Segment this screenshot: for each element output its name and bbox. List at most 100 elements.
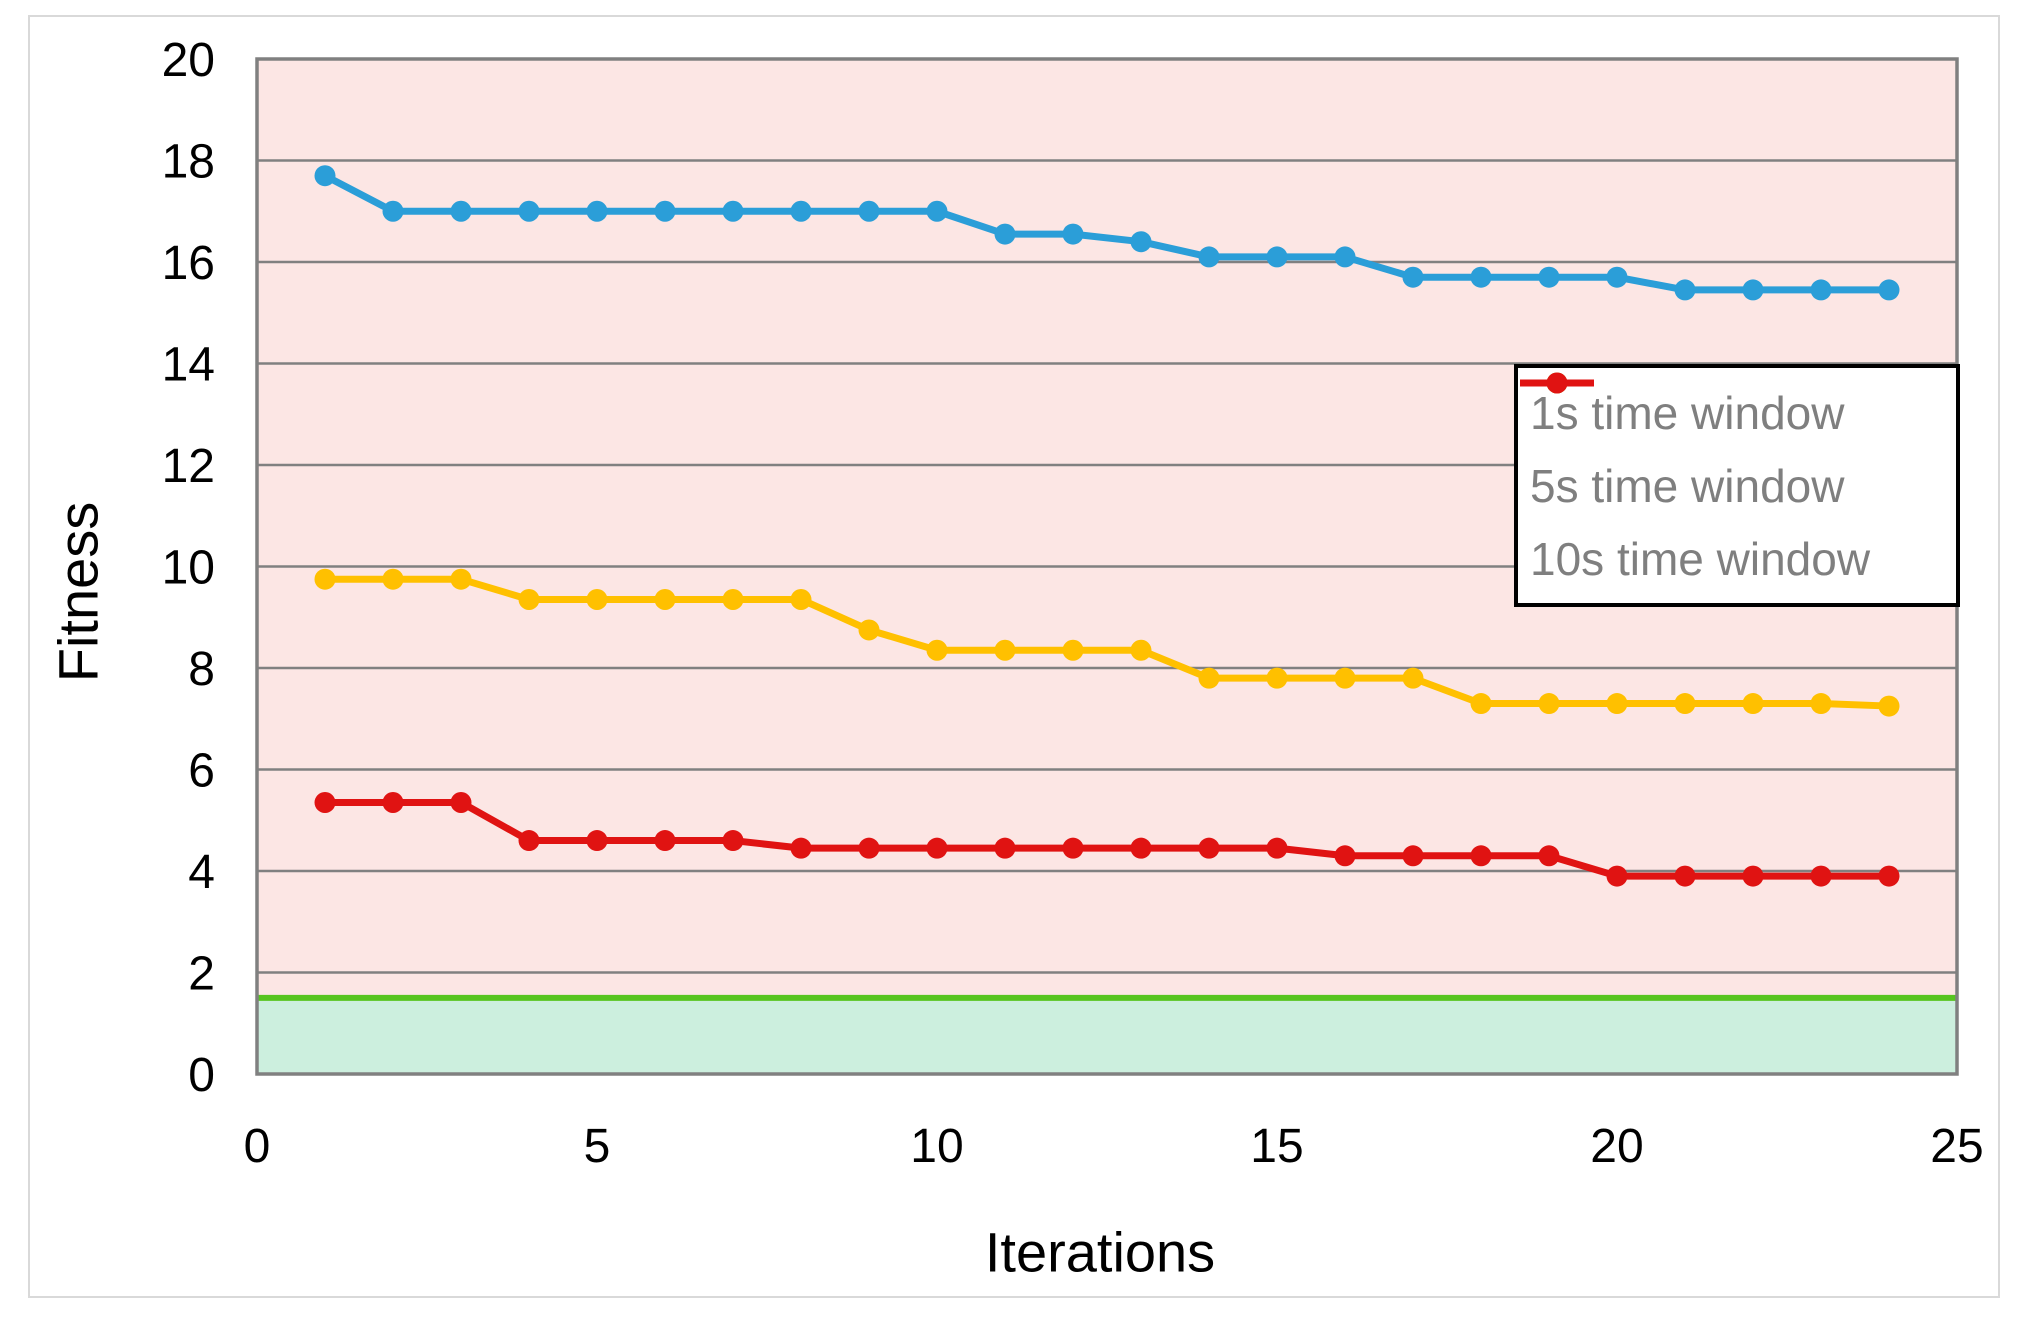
data-point-10s-it17 (1402, 845, 1424, 867)
data-point-10s-it24 (1878, 865, 1900, 887)
x-tick-label-10: 10 (910, 1120, 963, 1173)
y-axis-title: Fitness (46, 501, 110, 683)
data-point-1s-it1 (314, 165, 336, 187)
y-tick-label-16: 16 (162, 237, 215, 290)
legend-swatch-icon (1520, 372, 1594, 394)
data-point-5s-it2 (382, 568, 404, 590)
data-point-5s-it8 (790, 588, 812, 610)
data-point-5s-it11 (994, 639, 1016, 661)
data-point-10s-it4 (518, 830, 540, 852)
data-point-10s-it15 (1266, 837, 1288, 859)
data-point-5s-it15 (1266, 667, 1288, 689)
y-tick-label-20: 20 (162, 34, 215, 87)
data-point-5s-it21 (1674, 693, 1696, 715)
data-point-5s-it4 (518, 588, 540, 610)
y-tick-label-0: 0 (188, 1049, 215, 1102)
data-point-10s-it1 (314, 791, 336, 813)
x-tick-label-20: 20 (1590, 1120, 1643, 1173)
data-point-10s-it7 (722, 830, 744, 852)
data-point-5s-it10 (926, 639, 948, 661)
data-point-1s-it13 (1130, 231, 1152, 253)
data-point-1s-it18 (1470, 266, 1492, 288)
data-point-10s-it16 (1334, 845, 1356, 867)
data-point-10s-it10 (926, 837, 948, 859)
legend-label: 5s time window (1530, 459, 1845, 512)
series-line-1s-time-window (323, 172, 1889, 294)
data-point-5s-it18 (1470, 693, 1492, 715)
data-point-5s-it20 (1606, 693, 1628, 715)
data-point-10s-it5 (586, 830, 608, 852)
y-tick-label-10: 10 (162, 542, 215, 595)
data-point-10s-it12 (1062, 837, 1084, 859)
data-point-10s-it8 (790, 837, 812, 859)
data-point-5s-it6 (654, 588, 676, 610)
data-point-1s-it14 (1198, 246, 1220, 268)
data-point-10s-it22 (1742, 865, 1764, 887)
data-point-1s-it11 (994, 223, 1016, 245)
data-point-10s-it23 (1810, 865, 1832, 887)
data-point-10s-it14 (1198, 837, 1220, 859)
data-point-1s-it20 (1606, 266, 1628, 288)
data-point-5s-it14 (1198, 667, 1220, 689)
data-point-5s-it24 (1878, 695, 1900, 717)
data-point-1s-it7 (722, 200, 744, 222)
legend-entry-10s: 10s time window (1520, 372, 1956, 594)
data-point-1s-it24 (1878, 279, 1900, 301)
data-point-10s-it3 (450, 791, 472, 813)
x-tick-label-15: 15 (1250, 1120, 1303, 1173)
data-point-1s-it12 (1062, 223, 1084, 245)
data-point-5s-it1 (314, 568, 336, 590)
data-point-1s-it9 (858, 200, 880, 222)
data-point-1s-it22 (1742, 279, 1764, 301)
data-point-1s-it6 (654, 200, 676, 222)
data-point-5s-it3 (450, 568, 472, 590)
data-point-1s-it15 (1266, 246, 1288, 268)
data-point-10s-it20 (1606, 865, 1628, 887)
y-tick-label-12: 12 (162, 440, 215, 493)
legend-label: 1s time window (1530, 386, 1845, 439)
data-point-1s-it3 (450, 200, 472, 222)
plot-background-target-region (257, 997, 1957, 1074)
y-tick-label-6: 6 (188, 745, 215, 798)
data-point-1s-it16 (1334, 246, 1356, 268)
data-point-1s-it2 (382, 200, 404, 222)
legend-label: 10s time window (1530, 532, 1871, 585)
x-tick-label-25: 25 (1930, 1120, 1983, 1173)
data-point-10s-it9 (858, 837, 880, 859)
data-point-10s-it6 (654, 830, 676, 852)
data-point-1s-it23 (1810, 279, 1832, 301)
data-point-5s-it12 (1062, 639, 1084, 661)
data-point-1s-it4 (518, 200, 540, 222)
data-point-1s-it5 (586, 200, 608, 222)
x-tick-label-5: 5 (584, 1120, 611, 1173)
y-tick-label-18: 18 (162, 136, 215, 189)
data-point-1s-it10 (926, 200, 948, 222)
legend-entry-5s: 5s time window (1520, 372, 1956, 521)
data-point-5s-it9 (858, 619, 880, 641)
data-point-5s-it23 (1810, 693, 1832, 715)
data-point-10s-it2 (382, 791, 404, 813)
data-point-10s-it11 (994, 837, 1016, 859)
legend: 1s time window 5s time window 10s time win… (1514, 364, 1960, 607)
x-tick-label-0: 0 (244, 1120, 271, 1173)
data-point-10s-it21 (1674, 865, 1696, 887)
data-point-1s-it17 (1402, 266, 1424, 288)
y-tick-label-14: 14 (162, 339, 215, 392)
data-point-5s-it16 (1334, 667, 1356, 689)
y-tick-label-4: 4 (188, 846, 215, 899)
data-point-5s-it17 (1402, 667, 1424, 689)
data-point-10s-it13 (1130, 837, 1152, 859)
data-point-1s-it8 (790, 200, 812, 222)
data-point-5s-it7 (722, 588, 744, 610)
series-line-10s-time-window (325, 798, 1889, 880)
x-axis-title: Iterations (984, 1220, 1216, 1284)
data-point-10s-it19 (1538, 845, 1560, 867)
data-point-1s-it21 (1674, 279, 1696, 301)
y-tick-label-8: 8 (188, 643, 215, 696)
data-point-5s-it5 (586, 588, 608, 610)
data-point-1s-it19 (1538, 266, 1560, 288)
series-line-5s-time-window (325, 575, 1890, 710)
y-tick-label-2: 2 (188, 948, 215, 1001)
